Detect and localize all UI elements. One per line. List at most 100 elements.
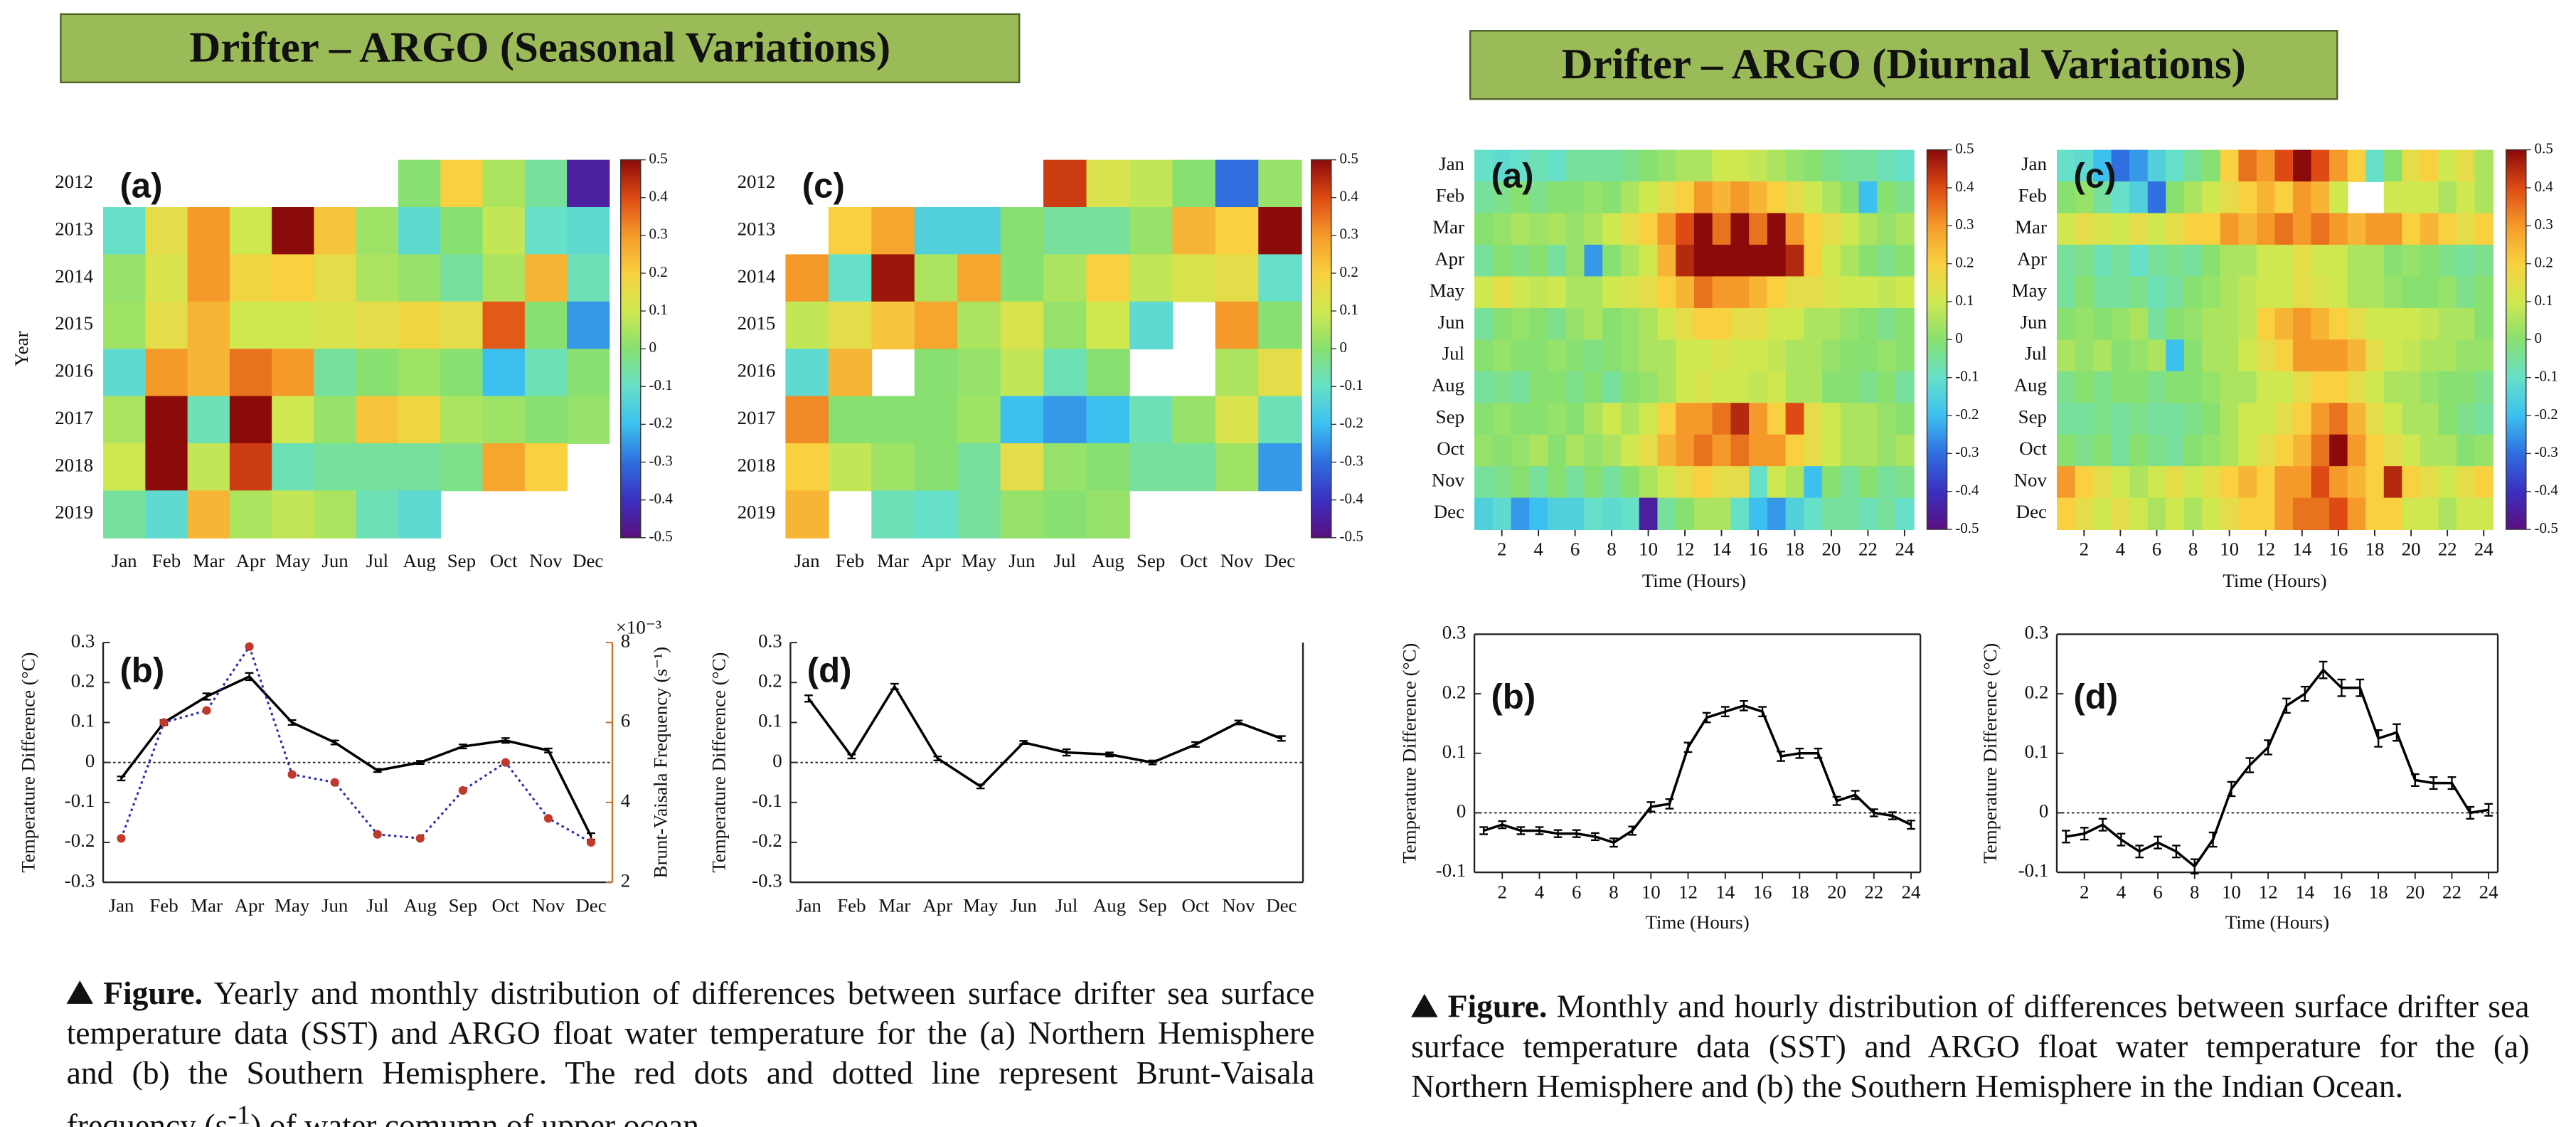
heatmap-cell — [2075, 371, 2095, 404]
heatmap-cell — [2093, 307, 2112, 341]
heatmap-cell — [1529, 371, 1548, 404]
heatmap-cell — [1712, 244, 1732, 277]
y-tick-label: -0.1 — [2018, 859, 2049, 881]
heatmap-cell — [272, 301, 315, 350]
error-bar — [330, 739, 339, 746]
y-tick-label: Mar — [1432, 216, 1464, 238]
heatmap-cell — [2093, 371, 2112, 404]
heatmap-cell — [1693, 339, 1713, 372]
heatmap-cell — [1172, 207, 1216, 255]
heatmap-cell — [2383, 244, 2403, 277]
heatmap-cell — [785, 301, 829, 350]
y-tick-label: 2019 — [738, 502, 776, 523]
heatmap-cell — [1676, 403, 1695, 435]
colorbar-label: 0.1 — [2535, 292, 2553, 309]
y-tick-label: -0.2 — [752, 830, 782, 851]
heatmap-cell — [103, 490, 147, 539]
heatmap-cell — [1584, 307, 1604, 341]
error-bar — [2208, 831, 2218, 848]
heatmap-cell — [2129, 371, 2149, 404]
error-bar — [1019, 740, 1028, 745]
heatmap-cell — [1676, 307, 1695, 341]
heatmap-cell — [2383, 371, 2403, 404]
heatmap-cell — [1749, 244, 1768, 277]
heatmap-cell — [1258, 207, 1302, 255]
heatmap-cell — [1215, 396, 1260, 444]
error-bar — [1814, 747, 1823, 759]
data-point — [415, 834, 425, 843]
heatmap-cell — [2329, 213, 2348, 245]
heatmap-cell — [1086, 301, 1130, 350]
heatmap-cell — [1584, 181, 1604, 214]
x-tick-label: 22 — [1864, 882, 1883, 903]
heatmap-cell — [1172, 254, 1216, 302]
heatmap-cell — [1584, 244, 1604, 277]
colorbar-label: -0.1 — [649, 376, 673, 393]
heatmap-cell — [1639, 434, 1659, 467]
heatmap-cell — [2293, 403, 2312, 435]
heatmap-cell — [1258, 396, 1302, 444]
heatmap-cell — [187, 254, 230, 302]
heatmap-cell — [2166, 403, 2185, 435]
heatmap-cell — [1602, 339, 1622, 372]
series-line — [119, 644, 592, 844]
heatmap-cell — [1712, 339, 1732, 372]
heatmap-cell — [1492, 403, 1512, 435]
error-bar — [1683, 741, 1693, 753]
heatmap-cell — [914, 396, 959, 444]
heatmap-cell — [1840, 403, 1860, 435]
y-axis-label: Year — [11, 331, 32, 366]
y-tick-label: 2012 — [738, 171, 776, 192]
y-tick-label: Sep — [2018, 406, 2047, 428]
x-tick-label: 24 — [1902, 882, 1921, 903]
panel-label: (a) — [119, 166, 162, 205]
error-bar — [890, 682, 899, 691]
y-tick-label: Apr — [2017, 248, 2047, 269]
heatmap-cell — [2129, 339, 2149, 372]
y2-tick-label: 6 — [621, 710, 630, 731]
heatmap-cell — [1565, 497, 1585, 530]
heatmap-cell — [2111, 149, 2131, 182]
heatmap-cell — [1749, 497, 1768, 530]
heatmap-cell — [1822, 244, 1841, 277]
heatmap-cell — [1785, 466, 1805, 499]
heatmap-cell — [1602, 213, 1622, 245]
colorbar-label: 0.3 — [1955, 216, 1974, 233]
heatmap-cell — [1676, 213, 1695, 245]
heatmap-cell — [103, 301, 147, 350]
heatmap-cell — [567, 396, 610, 444]
heatmap-cell — [2311, 276, 2331, 309]
heatmap-cell — [1804, 339, 1824, 372]
heatmap-cell — [1822, 181, 1841, 214]
heatmap-cell — [1129, 301, 1173, 350]
heatmap-cell — [2329, 434, 2348, 467]
heatmap-cell — [2456, 466, 2476, 499]
heatmap-cell — [2474, 244, 2493, 277]
heatmap-cell — [785, 396, 829, 444]
heatmap-cell — [1693, 307, 1713, 341]
heatmap-cell — [2420, 371, 2439, 404]
heatmap-cell — [2420, 244, 2439, 277]
heatmap-cell — [1511, 497, 1531, 530]
heatmap-cell — [2347, 244, 2367, 277]
heatmap-cell — [2438, 466, 2457, 499]
heatmap-cell — [1767, 307, 1787, 341]
heatmap-cell — [1620, 276, 1640, 309]
heatmap-cell — [1548, 434, 1567, 467]
heatmap-cell — [314, 301, 357, 350]
y-tick-label: Feb — [2018, 184, 2047, 206]
heatmap-cell — [1565, 307, 1585, 341]
heatmap-cell — [567, 254, 610, 302]
heatmap-cell — [1584, 466, 1604, 499]
heatmap-cell — [2238, 339, 2257, 372]
heatmap-cell — [1602, 371, 1622, 404]
colorbar-label: 0.4 — [1340, 188, 1359, 205]
heatmap-cell — [1602, 497, 1622, 530]
heatmap-cell — [2438, 434, 2457, 467]
x-tick-label: 8 — [2188, 539, 2198, 560]
x-tick-label: 18 — [2365, 539, 2385, 560]
heatmap-cell — [2129, 244, 2149, 277]
heatmap-cell — [1767, 149, 1787, 182]
heatmap-cell — [2311, 434, 2331, 467]
heatmap-cell — [2329, 307, 2348, 341]
